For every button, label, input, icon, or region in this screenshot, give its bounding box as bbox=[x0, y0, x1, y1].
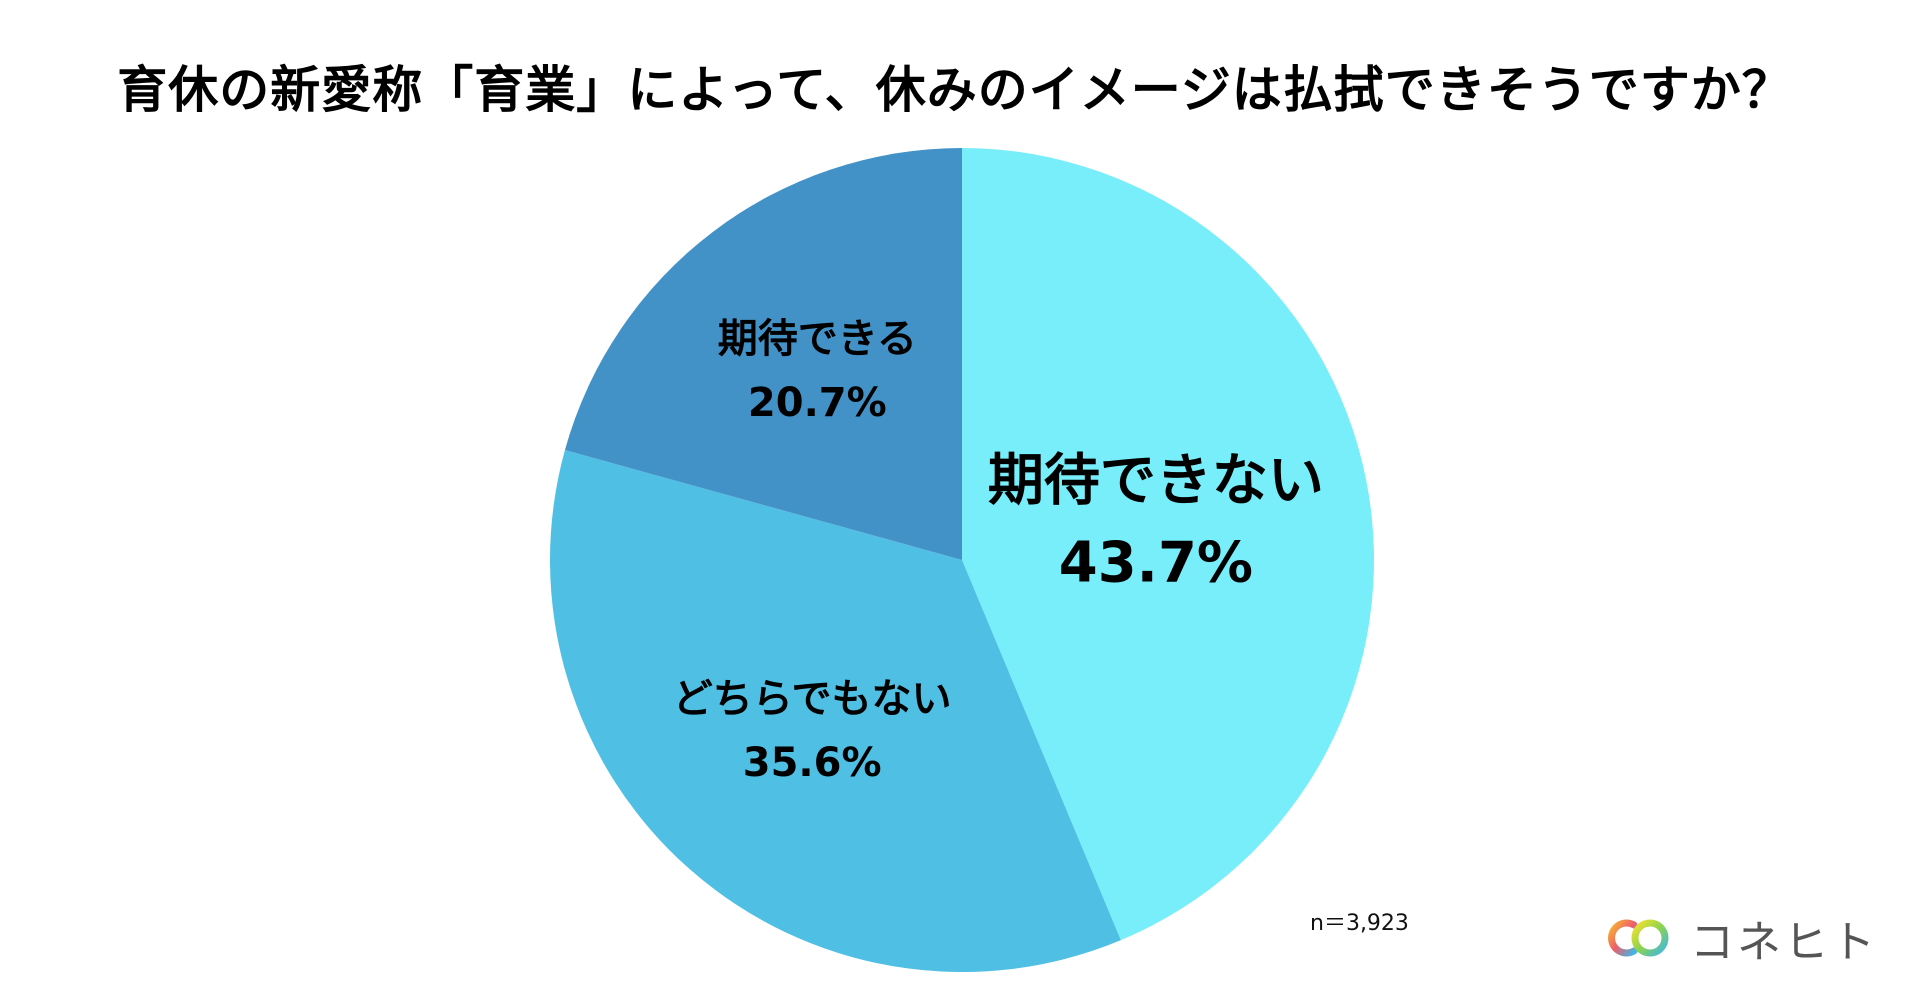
brand-name: コネヒト bbox=[1690, 917, 1878, 968]
pie-slice bbox=[550, 450, 1121, 973]
sample-size-note: n＝3,923 bbox=[1310, 911, 1409, 936]
slice-value-label: 35.6% bbox=[743, 740, 882, 786]
slice-category-label: どちらでもない bbox=[673, 676, 952, 722]
connehito-logo-icon bbox=[1608, 919, 1669, 957]
slice-category-label: 期待できる bbox=[718, 316, 917, 362]
brand-logo: コネヒト bbox=[1600, 908, 1878, 968]
slice-value-label: 20.7% bbox=[748, 380, 887, 426]
slice-value-label: 43.7% bbox=[1059, 531, 1253, 596]
chart-title: 育休の新愛称「育業」によって、休みのイメージは払拭できそうですか？ bbox=[117, 61, 1793, 119]
pie-slice bbox=[962, 148, 1374, 941]
pie-slice bbox=[564, 148, 962, 560]
slice-category-label: 期待できない bbox=[988, 449, 1324, 514]
